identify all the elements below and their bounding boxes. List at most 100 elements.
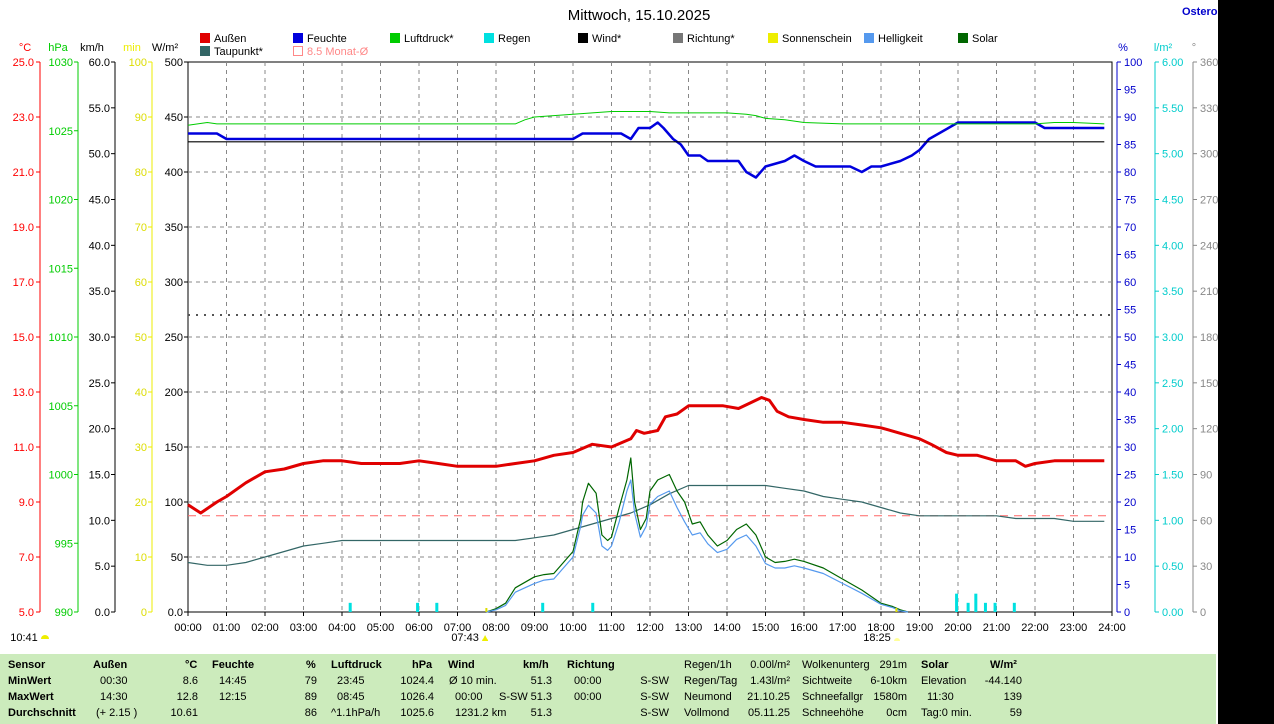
time-label: 22:00	[1021, 622, 1049, 634]
axis-label-humidity: 25	[1124, 470, 1136, 482]
axis-label-humidity: 10	[1124, 552, 1136, 564]
axis-label-sunshine: 10	[135, 552, 147, 564]
axis-label-humidity: 65	[1124, 250, 1136, 262]
rain-bar	[541, 602, 545, 612]
feuchte-max: 89	[304, 691, 317, 703]
axis-label-temp: 5.0	[19, 607, 34, 619]
time-label: 17:00	[829, 622, 857, 634]
axis-label-rain: 4.50	[1162, 195, 1183, 207]
time-label: 06:00	[405, 622, 433, 634]
schneefall-label: Schneefallgr	[802, 691, 864, 703]
axis-label-rain: 3.00	[1162, 332, 1183, 344]
wind-min: 51.3	[530, 675, 552, 687]
axis-label-temp: 23.0	[13, 112, 34, 124]
legend-swatch-monat_avg	[293, 46, 303, 56]
time-label: 12:00	[636, 622, 664, 634]
hdr-feuchte: Feuchte	[212, 659, 255, 671]
chart-title: Mittwoch, 15.10.2025	[568, 7, 711, 24]
axis-label-direction: 330	[1200, 103, 1218, 115]
rain-bar	[974, 593, 978, 612]
aussen-min: 8.6	[182, 675, 198, 687]
time-label: 00:00	[174, 622, 202, 634]
hdr-solar: Solar	[921, 659, 949, 671]
axis-label-wind: 35.0	[89, 286, 110, 298]
axis-label-temp: 7.0	[19, 552, 34, 564]
legend-label-helligkeit: Helligkeit	[878, 33, 923, 45]
aussen-max-time: 14:30	[100, 691, 128, 703]
wolken-label: Wolkenunterg	[802, 659, 870, 671]
legend-swatch-helligkeit	[864, 33, 874, 43]
axis-unit-sunshine: min	[123, 42, 141, 54]
axis-label-humidity: 80	[1124, 167, 1136, 179]
series-line-luftdruck	[187, 111, 1105, 126]
neumond: 21.10.25	[747, 691, 790, 703]
legend-label-feuchte: Feuchte	[307, 33, 347, 45]
plot-series	[187, 111, 1105, 613]
avg-label: Durchschnitt	[8, 707, 76, 719]
axis-label-direction: 300	[1200, 149, 1218, 161]
axis-label-wind: 50.0	[89, 149, 110, 161]
axis-label-rain: 4.00	[1162, 240, 1183, 252]
sicht: 6-10km	[870, 675, 907, 687]
sunset-label: 18:25	[863, 632, 891, 644]
vollmond: 05.11.25	[747, 707, 790, 719]
max-label: MaxWert	[8, 691, 54, 703]
axis-label-pressure: 990	[55, 607, 73, 619]
axis-label-humidity: 60	[1124, 277, 1136, 289]
druck-avg-note: ^1.1hPa/h	[331, 707, 381, 719]
axis-unit-temp: °C	[19, 42, 31, 54]
axis-label-solar: 150	[165, 442, 183, 454]
axis-label-humidity: 55	[1124, 305, 1136, 317]
legend-swatch-richtung	[673, 33, 683, 43]
elevation: -44.140	[984, 675, 1022, 687]
axis-label-wind: 10.0	[89, 515, 110, 527]
axis-label-temp: 19.0	[13, 222, 34, 234]
hdr-wind: Wind	[448, 659, 475, 671]
axis-label-direction: 360	[1200, 57, 1218, 69]
axis-label-direction: 210	[1200, 286, 1218, 298]
axis-label-wind: 15.0	[89, 470, 110, 482]
axis-unit-pressure: hPa	[48, 42, 68, 54]
axis-unit-direction: °	[1192, 42, 1196, 54]
axis-label-rain: 5.50	[1162, 103, 1183, 115]
legend-swatch-taupunkt	[200, 46, 210, 56]
legend-swatch-regen	[484, 33, 494, 43]
feuchte-max-time: 12:15	[219, 691, 247, 703]
rain-bar	[955, 593, 959, 612]
axis-label-direction: 30	[1200, 561, 1212, 573]
min-label: MinWert	[8, 675, 52, 687]
axis-label-humidity: 0	[1124, 607, 1130, 619]
axis-label-pressure: 1005	[49, 401, 73, 413]
time-label: 10:00	[559, 622, 587, 634]
axis-label-sunshine: 80	[135, 167, 147, 179]
richtung-max-time: 00:00	[574, 691, 602, 703]
axis-label-sunshine: 70	[135, 222, 147, 234]
aussen-avg: 10.61	[170, 707, 198, 719]
regen-tag-label: Regen/Tag	[684, 675, 738, 687]
axis-label-direction: 150	[1200, 378, 1218, 390]
location-link[interactable]: Osteroo	[1180, 6, 1218, 18]
legend-swatch-solar	[958, 33, 968, 43]
schneehoehe-label: Schneehöhe	[802, 707, 864, 719]
axis-label-humidity: 50	[1124, 332, 1136, 344]
time-axis: 00:00 01:00 02:00 03:00 04:00 05:00 06:00 07:00…	[10, 612, 1126, 644]
legend-label-aussen: Außen	[214, 33, 246, 45]
time-label: 14:00	[713, 622, 741, 634]
time-label: 01:00	[213, 622, 241, 634]
axis-label-temp: 9.0	[19, 497, 34, 509]
axis-label-sunshine: 40	[135, 387, 147, 399]
axis-label-wind: 30.0	[89, 332, 110, 344]
axis-label-rain: 2.50	[1162, 378, 1183, 390]
wind-min-label: Ø 10 min.	[449, 675, 497, 687]
axis-label-solar: 500	[165, 57, 183, 69]
legend-label-wind: Wind*	[592, 33, 622, 45]
axis-label-direction: 240	[1200, 240, 1218, 252]
axis-label-humidity: 100	[1124, 57, 1142, 69]
time-label: 05:00	[367, 622, 395, 634]
sicht-label: Sichtweite	[802, 675, 853, 687]
time-label: 02:00	[251, 622, 279, 634]
axis-label-rain: 3.50	[1162, 286, 1183, 298]
regen-h: 0.00l/m²	[750, 659, 790, 671]
axis-label-rain: 0.50	[1162, 561, 1183, 573]
legend-label-monat_avg: 8.5 Monat-Ø	[307, 46, 369, 58]
